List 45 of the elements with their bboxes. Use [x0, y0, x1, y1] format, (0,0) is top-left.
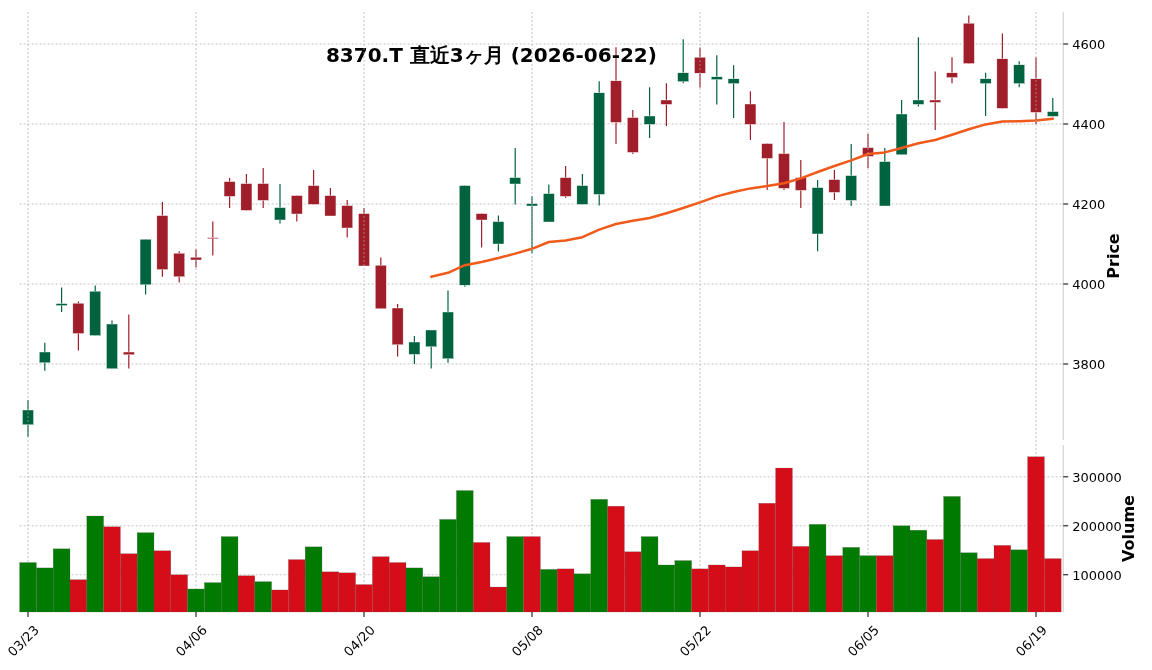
candlestick: [207, 221, 219, 257]
candlestick: [425, 329, 437, 369]
candlestick: [274, 183, 286, 225]
candlestick: [291, 195, 303, 223]
candlestick: [257, 167, 269, 209]
candlestick: [946, 56, 958, 84]
candlestick: [929, 71, 941, 131]
candlestick: [912, 36, 925, 107]
candlestick: [307, 169, 320, 205]
candlestick: [39, 342, 51, 372]
candlestick: [660, 82, 673, 127]
candlestick: [341, 199, 353, 239]
candlestick: [795, 159, 807, 209]
y-axis-title: Price: [1103, 233, 1123, 279]
y-tick-label: 4600: [1072, 37, 1106, 52]
candlestick: [123, 313, 135, 369]
y-tick-label: 3800: [1072, 357, 1106, 372]
candlestick: [324, 187, 337, 217]
candlestick: [1047, 97, 1059, 117]
candlestick: [727, 64, 740, 119]
candlestick: [979, 72, 992, 117]
candlestick: [408, 335, 421, 365]
y-tick-label: 4200: [1072, 197, 1106, 212]
candlestick: [1013, 60, 1025, 88]
y-tick-label: 300000: [1072, 469, 1122, 485]
candlestick: [492, 215, 505, 253]
candlestick: [643, 86, 656, 139]
candlestick: [711, 54, 723, 105]
y-tick-label: 100000: [1072, 567, 1122, 583]
candlestick: [744, 90, 757, 141]
text: 8370.T 直近3ヶ月 (2026-06-22): [325, 43, 657, 67]
candlestick: [828, 169, 841, 201]
y-tick-label: 4400: [1072, 117, 1106, 132]
candlestick: [223, 177, 236, 209]
candlestick: [509, 147, 521, 205]
candlestick: [761, 143, 773, 191]
candlestick: [55, 287, 68, 313]
candlestick: [22, 399, 34, 438]
candlestick: [526, 195, 538, 254]
candlestick: [475, 213, 488, 249]
candlestick: [677, 38, 689, 84]
candlestick: [173, 250, 185, 283]
candlestick: [559, 165, 572, 199]
y-tick-label: 4000: [1072, 277, 1106, 292]
candlestick: [576, 173, 589, 205]
